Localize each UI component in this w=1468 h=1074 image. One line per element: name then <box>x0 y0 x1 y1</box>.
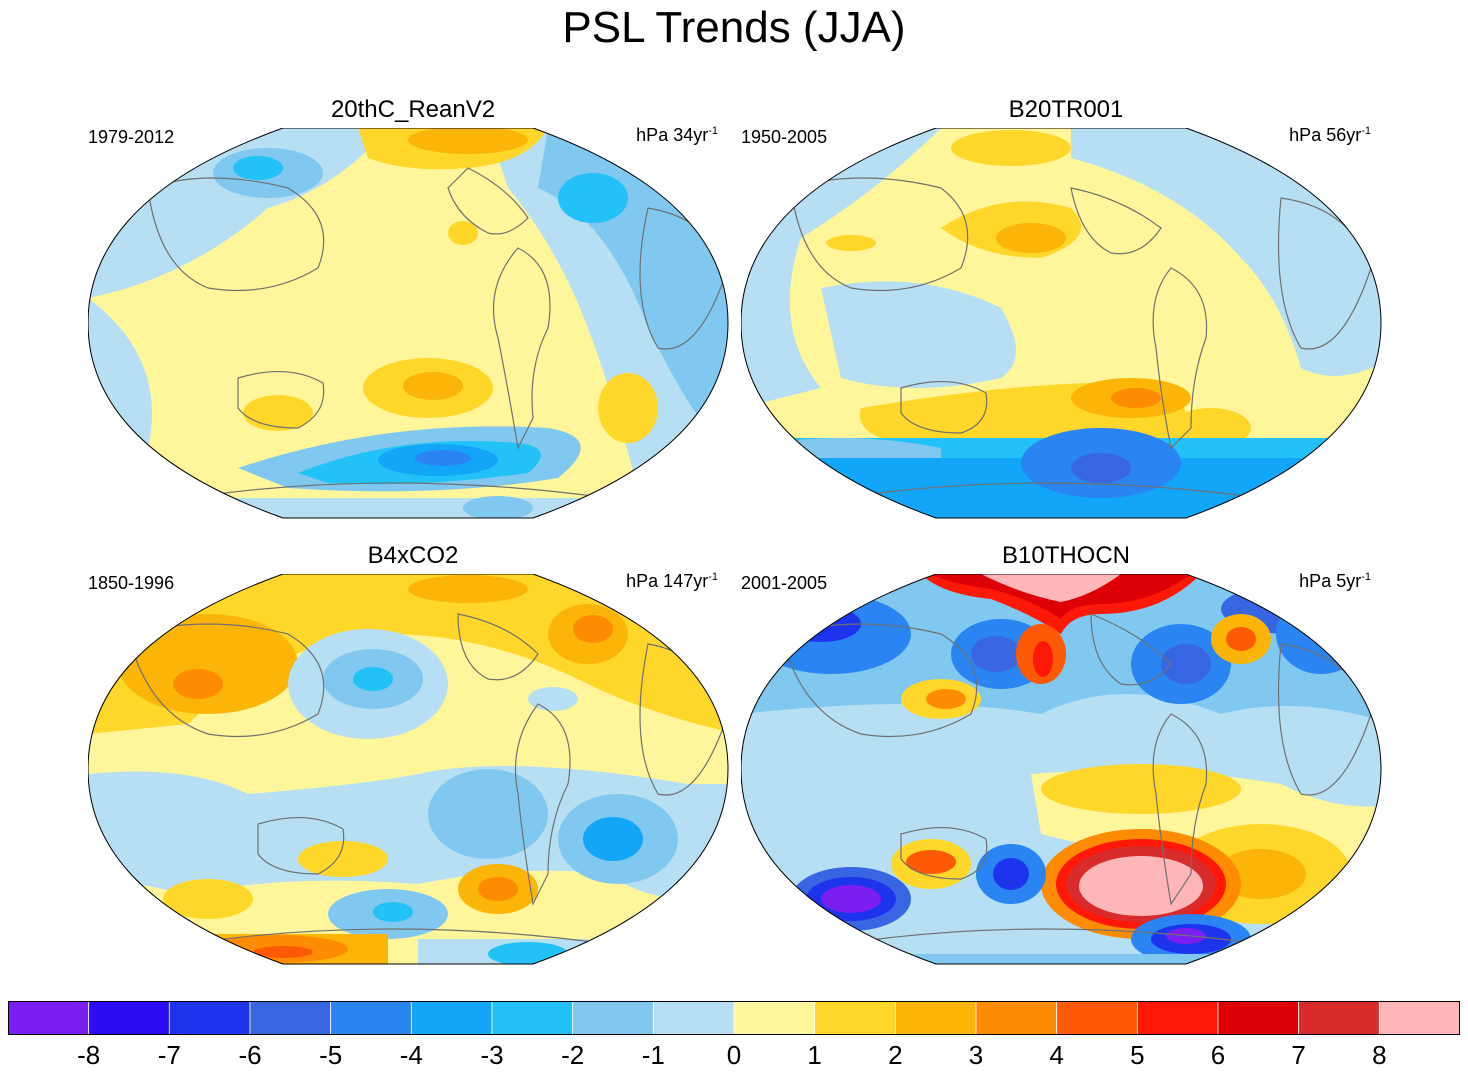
panel-title: B10THOCN <box>1001 542 1131 569</box>
panel-years: 2001-2005 <box>741 573 828 593</box>
colorbar-tick-label: -3 <box>480 1040 504 1070</box>
map-b4xco2 <box>88 574 729 965</box>
colorbar-tick-label: 3 <box>968 1040 984 1070</box>
colorbar-swatch <box>8 1001 90 1035</box>
panel-units: hPa 56yr-1 <box>1289 125 1371 145</box>
colorbar-swatch <box>1217 1001 1300 1035</box>
colorbar-swatch <box>88 1001 170 1035</box>
colorbar-tick-label: 1 <box>807 1040 822 1070</box>
panel-b4xco2: B4xCO2 1850-1996 hPa 147yr-1 <box>88 542 738 982</box>
colorbar-swatch <box>975 1001 1058 1035</box>
colorbar-tick-label: 2 <box>888 1040 903 1070</box>
colorbar-tick-label: -5 <box>319 1040 343 1070</box>
panel-units: hPa 147yr-1 <box>626 571 718 591</box>
colorbar-tick-label: 5 <box>1130 1040 1145 1070</box>
colorbar-swatch <box>249 1001 332 1035</box>
panel-years: 1979-2012 <box>88 127 175 147</box>
panel-units: hPa 5yr-1 <box>1299 571 1371 591</box>
panel-title: B20TR001 <box>1008 96 1124 123</box>
colorbar-swatch <box>894 1001 977 1035</box>
colorbar-swatch <box>652 1001 735 1035</box>
colorbar-swatch <box>1298 1001 1380 1035</box>
colorbar-swatch <box>330 1001 412 1035</box>
colorbar-tick-label: 4 <box>1049 1040 1064 1070</box>
colorbar-tick-label: -4 <box>399 1040 423 1070</box>
colorbar-swatch <box>814 1001 896 1035</box>
colorbar-tick-label: 6 <box>1210 1040 1226 1070</box>
colorbar-swatch <box>572 1001 654 1035</box>
colorbar-tick-label: -7 <box>157 1040 181 1070</box>
colorbar-swatch <box>1378 1001 1460 1035</box>
colorbar-swatch <box>733 1001 816 1035</box>
panel-b10thocn: B10THOCN 2001-2005 hPa 5yr-1 <box>741 542 1391 982</box>
colorbar-tick-label: -8 <box>77 1040 101 1070</box>
panel-b20tr001: B20TR001 1950-2005 hPa 56yr-1 <box>741 96 1391 536</box>
colorbar-swatch <box>168 1001 251 1035</box>
panel-20thc-reanv2: 20thC_ReanV2 1979-2012 hPa 34yr-1 <box>88 96 738 536</box>
colorbar-swatch <box>1056 1001 1138 1035</box>
colorbar-tick-label: 7 <box>1291 1040 1306 1070</box>
colorbar-border <box>8 1001 1460 1035</box>
map-20thc-reanv2 <box>88 128 729 519</box>
panel-units: hPa 34yr-1 <box>636 125 718 145</box>
colorbar-swatch <box>410 1001 493 1035</box>
colorbar-swatch <box>491 1001 574 1035</box>
colorbar-tick-label: 8 <box>1372 1040 1387 1070</box>
panel-years: 1850-1996 <box>88 573 175 593</box>
colorbar <box>8 1001 1460 1035</box>
panel-title: 20thC_ReanV2 <box>330 96 496 123</box>
colorbar-tick-label: -1 <box>641 1040 665 1070</box>
colorbar-tick-label: 0 <box>726 1040 742 1070</box>
colorbar-tick-label: -6 <box>238 1040 262 1070</box>
map-b20tr001 <box>741 128 1382 519</box>
main-title: PSL Trends (JJA) <box>562 3 906 52</box>
panel-title: B4xCO2 <box>367 542 459 569</box>
panel-years: 1950-2005 <box>741 127 828 147</box>
colorbar-swatch <box>1136 1001 1219 1035</box>
colorbar-tick-label: -2 <box>561 1040 585 1070</box>
map-b10thocn <box>741 574 1382 965</box>
